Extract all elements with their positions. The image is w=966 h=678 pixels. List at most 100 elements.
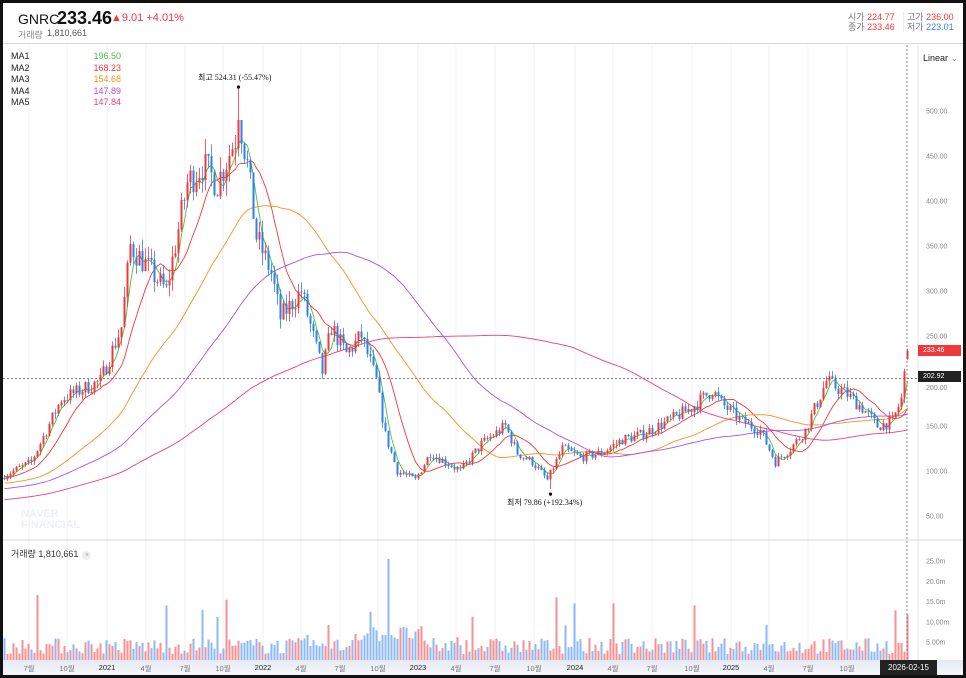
close-icon[interactable]: ×: [82, 551, 92, 560]
volume-bar: [234, 645, 237, 662]
candle-body: [117, 337, 120, 348]
candle-body: [594, 454, 597, 458]
scale-mode-dropdown[interactable]: Linear ⌄: [923, 53, 958, 64]
volume-bar: [456, 637, 459, 662]
volume-bar: [561, 653, 564, 662]
price-tick: 450.00: [926, 154, 948, 161]
volume-bar: [87, 640, 90, 662]
legend-ma5: MA5 147.84: [11, 97, 121, 109]
candle-body: [861, 405, 864, 413]
candle-body: [183, 199, 186, 201]
candle-body: [900, 397, 903, 407]
volume-bar: [294, 642, 297, 662]
candle-body: [165, 284, 168, 286]
volume-bar: [111, 646, 114, 662]
x-tick: 7월: [646, 664, 658, 673]
volume-bar: [6, 654, 9, 662]
volume-bar: [225, 599, 228, 662]
candle-body: [627, 435, 630, 437]
candle-body: [204, 153, 207, 181]
candle-body: [315, 330, 318, 342]
volume-bar: [873, 651, 876, 662]
volume-bar: [330, 648, 333, 662]
volume-bar: [165, 605, 168, 662]
candle-body: [774, 456, 777, 467]
candle-body: [21, 464, 24, 467]
volume-bar: [141, 642, 144, 662]
x-tick: 4월: [763, 664, 775, 673]
volume-bar: [444, 643, 447, 662]
volume-bar: [690, 652, 693, 662]
candle-body: [72, 389, 75, 394]
ma-value: 154.68: [93, 74, 121, 84]
volume-bar: [603, 653, 606, 662]
volume-bar: [411, 638, 414, 662]
candle-body: [828, 376, 831, 381]
candle-body: [369, 353, 372, 357]
candle-body: [327, 333, 330, 350]
volume-bar: [90, 644, 93, 662]
volume-bar: [186, 652, 189, 662]
volume-bar: [249, 640, 252, 662]
volume-bar: [543, 640, 546, 662]
volume-bar: [423, 640, 426, 662]
volume-bar: [507, 652, 510, 662]
candle-body: [132, 244, 135, 258]
volume-tick: 20.0m: [926, 579, 946, 586]
candle-body: [720, 395, 723, 399]
ma-name: MA2: [11, 62, 30, 73]
volume-bar: [285, 640, 288, 662]
volume-bar: [210, 642, 213, 662]
volume-bar: [453, 642, 456, 662]
high-value: 236.00: [926, 12, 954, 22]
candle-body: [108, 366, 111, 375]
volume-bar: [720, 643, 723, 662]
candle-body: [417, 474, 420, 479]
candle-body: [867, 411, 870, 412]
candle-body: [237, 120, 240, 149]
volume-bar: [168, 647, 171, 662]
candle-body: [681, 406, 684, 419]
volume-bar: [429, 647, 432, 662]
candle-body: [102, 366, 105, 375]
candle-body: [189, 170, 192, 183]
volume-bar: [198, 647, 201, 662]
volume-bar: [534, 644, 537, 662]
volume-bar: [387, 558, 390, 662]
candle-body: [693, 406, 696, 412]
candle-body: [648, 428, 651, 435]
volume-bar: [15, 647, 18, 662]
candle-body: [822, 387, 825, 400]
volume-bar: [831, 640, 834, 662]
price-chart[interactable]: 500.00 450.00 400.00 350.00 300.00 250.00 200.…: [3, 3, 963, 675]
time-axis[interactable]: 7월 10월 2021 4월 7월 10월 2022 4월 7월 10월 2023 4월 7월 10월 20…: [3, 660, 963, 675]
volume-bar: [69, 650, 72, 662]
naver-financial-watermark: NAVER FINANCIAL: [21, 508, 81, 531]
volume-bar: [123, 638, 126, 662]
candle-body: [375, 365, 378, 378]
open-value: 224.77: [867, 12, 895, 22]
volume-bar: [711, 638, 714, 662]
volume-bar: [666, 641, 669, 662]
candle-body: [729, 406, 732, 410]
candle-body: [261, 232, 264, 254]
volume-bar: [672, 652, 675, 662]
volume-bar: [555, 597, 558, 662]
volume-bar: [33, 652, 36, 662]
candle-body: [141, 250, 144, 271]
candle-body: [408, 473, 411, 475]
volume-bar: [708, 652, 711, 662]
candle-body: [414, 476, 417, 479]
candle-body: [51, 412, 54, 425]
volume-bar: [528, 641, 531, 662]
candle-body: [771, 450, 774, 457]
candle-body: [609, 447, 612, 451]
candle-body: [732, 406, 735, 408]
ma-value: 147.89: [93, 85, 121, 96]
volume-bar: [465, 640, 468, 662]
x-tick: 7월: [802, 664, 814, 673]
volume-bar: [843, 649, 846, 662]
candle-body: [372, 356, 375, 366]
volume-bar: [72, 644, 75, 662]
volume-bar: [189, 643, 192, 662]
